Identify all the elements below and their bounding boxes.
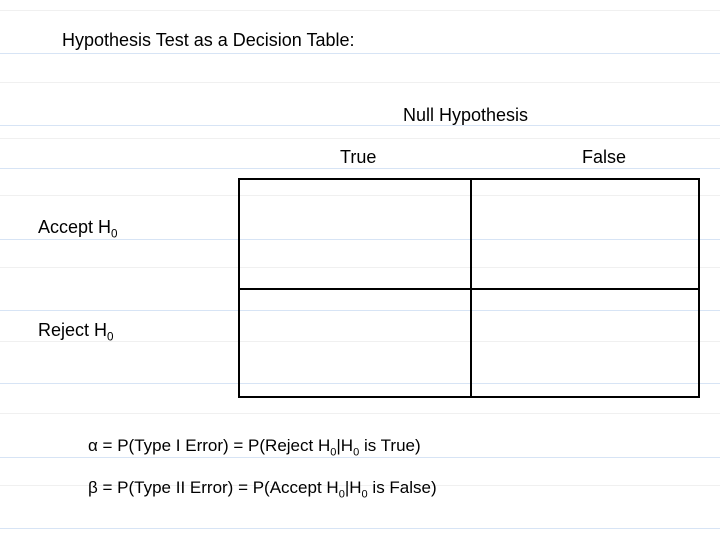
alpha-symbol: α (88, 436, 98, 455)
alpha-text-3: is True) (359, 436, 420, 455)
column-header-true: True (340, 147, 376, 168)
beta-text-2: |H (345, 478, 362, 497)
row-accept-text: Accept H (38, 217, 111, 237)
grid-horizontal-divider (240, 288, 698, 290)
row-header-accept: Accept H0 (38, 217, 118, 241)
row-reject-text: Reject H (38, 320, 107, 340)
content-layer: Hypothesis Test as a Decision Table: Nul… (0, 0, 720, 540)
beta-symbol: β (88, 478, 98, 497)
alpha-text-1: = P(Type I Error) = P(Reject H (98, 436, 330, 455)
row-header-reject: Reject H0 (38, 320, 114, 344)
decision-table-grid (238, 178, 700, 398)
beta-text-3: is False) (368, 478, 437, 497)
page-title: Hypothesis Test as a Decision Table: (62, 30, 355, 51)
alpha-text-2: |H (336, 436, 353, 455)
column-header-false: False (582, 147, 626, 168)
row-accept-sub: 0 (111, 228, 118, 241)
row-reject-sub: 0 (107, 331, 114, 344)
beta-definition: β = P(Type II Error) = P(Accept H0|H0 is… (88, 478, 437, 500)
alpha-definition: α = P(Type I Error) = P(Reject H0|H0 is … (88, 436, 421, 458)
column-group-header: Null Hypothesis (403, 105, 528, 126)
beta-text-1: = P(Type II Error) = P(Accept H (98, 478, 339, 497)
